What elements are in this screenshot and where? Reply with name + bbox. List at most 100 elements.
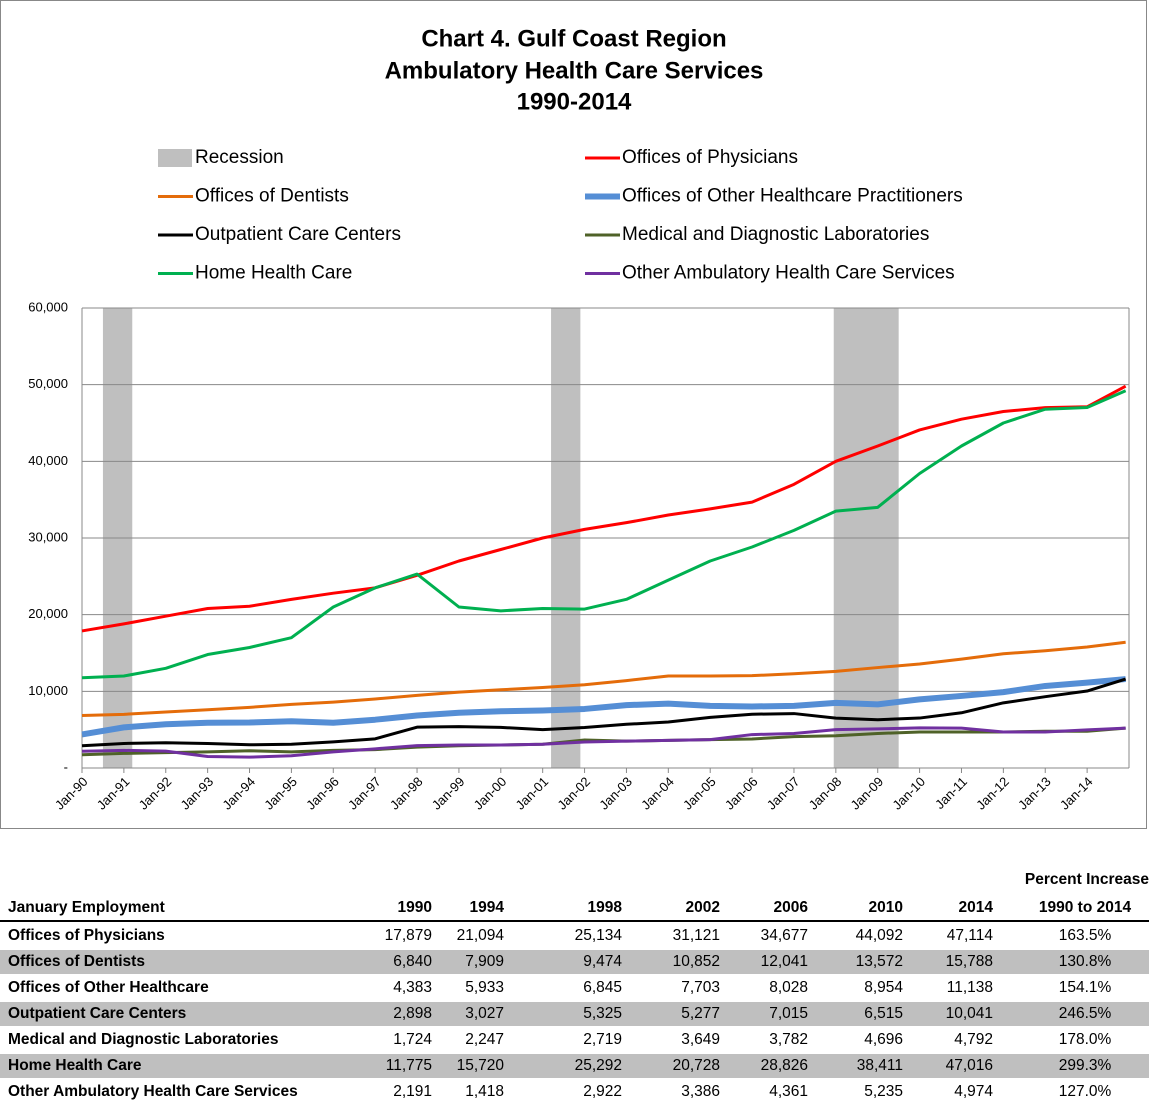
table-cell: 7,015	[769, 1005, 808, 1022]
table-cell: 10,041	[946, 1005, 993, 1022]
table-cell: 47,114	[947, 927, 994, 944]
table-cell: 4,696	[864, 1031, 903, 1048]
series-line	[81, 677, 1127, 748]
legend-label: Offices of Other Healthcare Practitioner…	[622, 186, 963, 207]
table-cell: 34,677	[761, 927, 808, 944]
x-tick-label: Jan-90	[52, 774, 91, 813]
table-cell: Other Ambulatory Health Care Services	[8, 1083, 298, 1100]
chart-frame	[0, 0, 1147, 829]
table-cell: 47,016	[946, 1057, 993, 1074]
table-cell: 178.0%	[1059, 1031, 1112, 1048]
x-tick-label: Jan-08	[806, 774, 845, 813]
series-line	[81, 640, 1126, 718]
table-cell: 299.3%	[1059, 1057, 1112, 1074]
legend-label: Offices of Physicians	[622, 147, 798, 168]
table-cell: 21,094	[457, 927, 505, 944]
table-header: 2002	[686, 899, 720, 916]
legend-swatch	[158, 149, 192, 167]
y-tick-label: 30,000	[28, 529, 68, 544]
y-tick-label: 10,000	[28, 683, 68, 698]
table-cell: Offices of Dentists	[8, 953, 145, 970]
legend-label: Other Ambulatory Health Care Services	[622, 263, 955, 284]
table-cell: 4,974	[954, 1083, 993, 1100]
x-tick-label: Jan-93	[177, 774, 216, 813]
table-cell: 15,788	[946, 953, 993, 970]
x-tick-label: Jan-91	[94, 774, 133, 813]
table-cell: 2,922	[583, 1083, 622, 1100]
x-tick-label: Jan-11	[932, 774, 970, 812]
table-cell: Offices of Physicians	[8, 927, 165, 944]
table-cell: 3,386	[681, 1083, 720, 1100]
x-tick-label: Jan-92	[136, 774, 175, 813]
series-line	[81, 726, 1126, 759]
legend-label: Recession	[195, 147, 284, 168]
table-cell: 11,138	[947, 979, 993, 996]
table-header: 1990 to 2014	[1039, 899, 1132, 916]
table-cell: 11,775	[386, 1057, 432, 1074]
row-shade	[0, 1054, 1149, 1078]
x-tick-label: Jan-14	[1057, 774, 1096, 813]
table-cell: 1,418	[465, 1083, 504, 1100]
legend-label: Home Health Care	[195, 263, 352, 284]
table-cell: 154.1%	[1059, 979, 1112, 996]
table-cell: 2,719	[583, 1031, 622, 1048]
table-header: 1998	[588, 899, 623, 916]
x-tick-label: Jan-05	[680, 774, 719, 813]
y-tick-label: 50,000	[28, 376, 68, 391]
legend-label: Medical and Diagnostic Laboratories	[622, 224, 929, 245]
legend-label: Offices of Dentists	[195, 186, 349, 207]
table-cell: 20,728	[673, 1057, 720, 1074]
y-tick-label: 40,000	[28, 453, 68, 468]
series-line	[81, 389, 1127, 680]
x-tick-label: Jan-09	[848, 774, 887, 813]
table-cell: 4,383	[393, 979, 432, 996]
table-cell: 9,474	[583, 953, 622, 970]
x-tick-label: Jan-04	[638, 774, 677, 813]
table-cell: 4,792	[954, 1031, 993, 1048]
table-cell: Home Health Care	[8, 1057, 142, 1074]
table-header: Percent Increase	[1025, 871, 1149, 888]
x-tick-label: Jan-99	[429, 774, 468, 813]
table-cell: 8,028	[769, 979, 808, 996]
table-cell: 2,191	[393, 1083, 432, 1100]
table-cell: Medical and Diagnostic Laboratories	[8, 1031, 278, 1048]
x-tick-label: Jan-07	[764, 774, 803, 813]
table-cell: Offices of Other Healthcare	[8, 979, 209, 996]
table-cell: 5,235	[864, 1083, 903, 1100]
table-cell: 7,703	[681, 979, 720, 996]
series-line	[81, 384, 1127, 633]
table-cell: 25,292	[575, 1057, 622, 1074]
table-cell: 31,121	[673, 927, 720, 944]
legend-label: Outpatient Care Centers	[195, 224, 401, 245]
table-cell: 130.8%	[1059, 953, 1112, 970]
table-cell: 2,247	[465, 1031, 504, 1048]
x-tick-label: Jan-13	[1015, 774, 1054, 813]
x-tick-label: Jan-97	[345, 774, 384, 813]
table-cell: 6,840	[393, 953, 432, 970]
table-cell: Outpatient Care Centers	[8, 1005, 186, 1022]
table-header: 2006	[774, 899, 809, 916]
chart-title: Chart 4. Gulf Coast Region	[421, 25, 726, 52]
y-tick-label: -	[64, 759, 68, 774]
table-cell: 15,720	[457, 1057, 505, 1074]
table-cell: 3,027	[465, 1005, 504, 1022]
row-shade	[0, 950, 1149, 974]
table-cell: 2,898	[393, 1005, 432, 1022]
table-cell: 3,649	[681, 1031, 720, 1048]
table-cell: 5,933	[465, 979, 504, 996]
table-cell: 17,879	[385, 927, 432, 944]
chart-title: 1990-2014	[517, 88, 632, 115]
table-cell: 12,041	[761, 953, 808, 970]
x-tick-label: Jan-01	[513, 774, 552, 813]
table-cell: 3,782	[769, 1031, 808, 1048]
table-header: 1994	[470, 899, 505, 916]
table-cell: 163.5%	[1059, 927, 1112, 944]
y-tick-label: 20,000	[28, 606, 68, 621]
series-line	[81, 676, 1126, 738]
row-shade	[0, 1002, 1149, 1026]
table-cell: 6,845	[583, 979, 622, 996]
table-cell: 127.0%	[1059, 1083, 1112, 1100]
table-cell: 8,954	[864, 979, 903, 996]
x-tick-label: Jan-95	[261, 774, 300, 813]
